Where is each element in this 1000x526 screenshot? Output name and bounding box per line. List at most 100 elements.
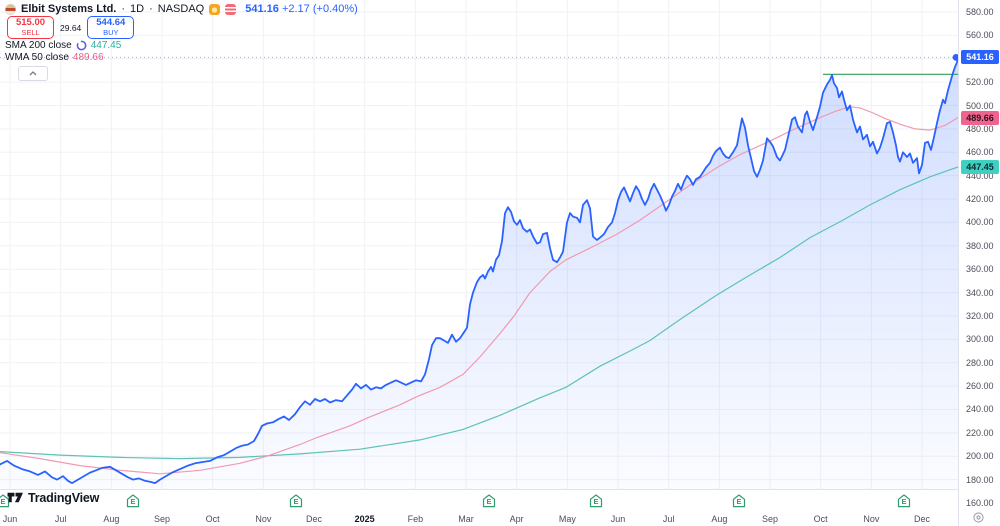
time-tick-label: 2025 xyxy=(354,514,375,524)
time-tick-label: May xyxy=(558,514,576,524)
price-tick-label: 420.00 xyxy=(966,194,994,205)
price-tick-label: 580.00 xyxy=(966,7,994,17)
time-tick-label: Jun xyxy=(2,514,18,524)
indicator-name: SMA 200 close xyxy=(5,40,72,51)
price-scale-settings-icon[interactable] xyxy=(972,511,985,524)
price-axis-badge: 489.66 xyxy=(961,110,999,125)
sell-label: SELL xyxy=(21,28,40,38)
symbol-logo xyxy=(5,3,16,15)
svg-text:E: E xyxy=(901,497,906,506)
price-tick-label: 560.00 xyxy=(966,30,994,41)
time-tick-label: Nov xyxy=(863,514,880,524)
price-tick-label: 180.00 xyxy=(966,474,994,485)
separator-dot: · xyxy=(149,3,153,15)
spread-value: 29.64 xyxy=(60,22,82,33)
delayed-data-icon[interactable] xyxy=(225,3,237,15)
price-tick-label: 380.00 xyxy=(966,240,994,251)
price-axis-badge: 541.16 xyxy=(961,50,999,65)
last-price-dot xyxy=(952,54,958,61)
tradingview-logo-text: TradingView xyxy=(28,490,100,505)
market-status-icon[interactable] xyxy=(209,3,221,15)
price-tick-label: 240.00 xyxy=(966,404,994,415)
price-tick-label: 360.00 xyxy=(966,264,994,275)
price-tick-label: 280.00 xyxy=(966,357,994,368)
last-price-value: 541.16 xyxy=(245,3,279,15)
symbol-name: Elbit Systems Ltd. xyxy=(21,3,117,15)
buy-price: 544.64 xyxy=(96,17,126,29)
svg-text:E: E xyxy=(293,497,298,506)
time-tick-label: Sep xyxy=(153,514,171,524)
chart-legend: Elbit Systems Ltd. · 1D · NASDAQ 541.16 … xyxy=(0,0,358,81)
price-tick-label: 460.00 xyxy=(966,147,994,158)
time-tick-label: Aug xyxy=(711,514,728,524)
price-tick-label: 220.00 xyxy=(966,427,994,438)
price-change-percent: (+0.40%) xyxy=(312,3,358,15)
time-tick-label: Nov xyxy=(255,514,272,524)
time-tick-label: Jul xyxy=(54,514,67,524)
sell-price: 515.00 xyxy=(15,17,46,29)
indicator-value: 489.66 xyxy=(72,52,104,63)
time-axis[interactable]: Jun Jul Aug Sep Oct Nov Dec 2025 Feb Mar Apr May Jun… xyxy=(0,489,958,526)
price-tick-label: 400.00 xyxy=(966,217,994,228)
interval-label[interactable]: 1D xyxy=(130,3,145,15)
price-line[interactable] xyxy=(0,56,958,484)
price-tick-label: 300.00 xyxy=(966,334,994,345)
svg-text:E: E xyxy=(130,497,135,506)
indicator-row-wma-50[interactable]: WMA 50 close 489.66 xyxy=(5,52,104,63)
price-tick-label: 200.00 xyxy=(966,451,994,462)
price-tick-label: 500.00 xyxy=(966,100,994,111)
svg-text:E: E xyxy=(486,497,491,506)
time-tick-label: Dec xyxy=(913,514,931,524)
svg-text:E: E xyxy=(0,497,5,506)
price-axis[interactable]: 580.00560.00540.00520.00500.00480.00460.… xyxy=(958,0,1000,526)
svg-text:E: E xyxy=(593,497,598,506)
exchange-label: NASDAQ xyxy=(157,3,205,15)
time-tick-label: Sep xyxy=(761,514,779,524)
earnings-icon[interactable]: E xyxy=(897,494,911,513)
wma-50-line[interactable] xyxy=(0,106,958,475)
earnings-icon[interactable]: E xyxy=(732,494,746,513)
sell-button[interactable]: 515.00 SELL xyxy=(7,16,54,39)
sma-200-line[interactable] xyxy=(0,166,958,460)
separator-dot: · xyxy=(121,3,126,15)
buy-label: BUY xyxy=(103,28,119,38)
indicator-row-sma-200[interactable]: SMA 200 close 447.45 xyxy=(5,40,121,51)
loading-spinner-icon xyxy=(76,40,87,51)
price-tick-label: 320.00 xyxy=(966,310,994,321)
chevron-up-icon xyxy=(29,71,37,76)
time-tick-label: Oct xyxy=(813,514,828,524)
time-tick-label: Aug xyxy=(103,514,120,524)
trade-buttons-row: 515.00 SELL 29.64 544.64 BUY xyxy=(7,16,135,39)
earnings-icon[interactable]: E xyxy=(289,494,303,513)
quote-values: 541.16 +2.17 (+0.40%) xyxy=(245,3,358,15)
buy-button[interactable]: 544.64 BUY xyxy=(87,16,135,39)
earnings-icon[interactable]: E xyxy=(126,494,140,513)
svg-text:E: E xyxy=(736,497,741,506)
time-tick-label: Jul xyxy=(662,514,675,524)
price-tick-label: 340.00 xyxy=(966,287,994,298)
earnings-icon[interactable]: E xyxy=(0,494,10,513)
chart-pane[interactable] xyxy=(0,0,958,526)
time-tick-label: Jun xyxy=(610,514,626,524)
price-tick-label: 440.00 xyxy=(966,170,994,181)
price-change: +2.17 xyxy=(281,3,310,15)
price-tick-label: 160.00 xyxy=(966,498,994,508)
price-tick-label: 480.00 xyxy=(966,123,994,134)
tradingview-logo-icon xyxy=(7,492,23,503)
tradingview-logo[interactable]: TradingView xyxy=(7,490,99,505)
price-area-fill xyxy=(0,57,958,490)
time-tick-label: Apr xyxy=(509,514,524,524)
legend-collapse-button[interactable] xyxy=(18,66,48,81)
time-tick-label: Mar xyxy=(458,514,474,524)
price-axis-badge: 447.45 xyxy=(961,159,999,174)
indicator-name: WMA 50 close xyxy=(5,52,69,63)
price-tick-label: 520.00 xyxy=(966,77,994,88)
indicator-value: 447.45 xyxy=(90,40,122,51)
time-tick-label: Dec xyxy=(305,514,323,524)
time-tick-label: Feb xyxy=(407,514,424,524)
earnings-icon[interactable]: E xyxy=(482,494,496,513)
price-tick-label: 260.00 xyxy=(966,381,994,392)
symbol-header-row[interactable]: Elbit Systems Ltd. · 1D · NASDAQ 541.16 … xyxy=(0,0,358,15)
earnings-icon[interactable]: E xyxy=(589,494,603,513)
